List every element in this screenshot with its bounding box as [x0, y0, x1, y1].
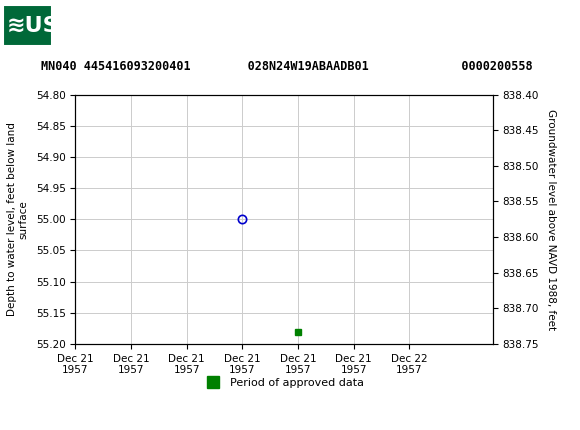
FancyBboxPatch shape: [3, 5, 52, 46]
Y-axis label: Groundwater level above NAVD 1988, feet: Groundwater level above NAVD 1988, feet: [546, 109, 556, 330]
Legend: Period of approved data: Period of approved data: [200, 373, 368, 392]
Text: MN040 445416093200401        028N24W19ABAADB01             0000200558: MN040 445416093200401 028N24W19ABAADB01 …: [41, 60, 532, 73]
Y-axis label: Depth to water level, feet below land
surface: Depth to water level, feet below land su…: [8, 123, 29, 316]
Text: ≋USGS: ≋USGS: [7, 16, 94, 36]
